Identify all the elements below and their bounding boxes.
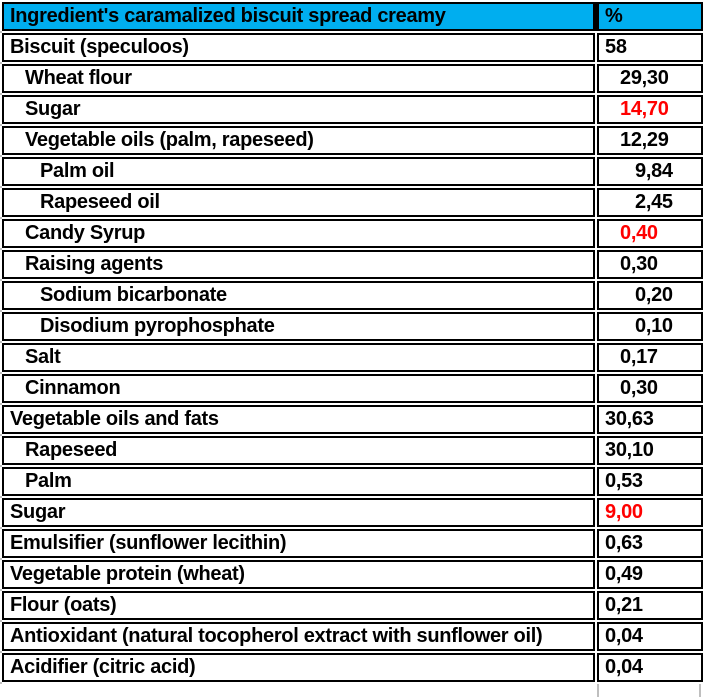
ingredient-cell[interactable]: Vegetable protein (wheat) [2, 560, 595, 589]
percent-cell[interactable]: 14,70 [597, 95, 703, 124]
right-edge-gridline-tail [699, 684, 701, 697]
percent-cell[interactable]: 0,04 [597, 653, 703, 682]
table-row: Salt 0,17 [2, 343, 703, 372]
percent-cell[interactable]: 9,84 [597, 157, 703, 186]
percent-cell[interactable]: 2,45 [597, 188, 703, 217]
table-row: Disodium pyrophosphate 0,10 [2, 312, 703, 341]
ingredient-cell[interactable]: Sodium bicarbonate [2, 281, 595, 310]
percent-cell[interactable]: 0,20 [597, 281, 703, 310]
ingredient-cell[interactable]: Wheat flour [2, 64, 595, 93]
ingredient-header-cell[interactable]: Ingredient's caramalized biscuit spread … [2, 2, 595, 31]
ingredient-cell[interactable]: Sugar [2, 498, 595, 527]
ingredient-cell[interactable]: Acidifier (citric acid) [2, 653, 595, 682]
table-row: Vegetable oils (palm, rapeseed) 12,29 [2, 126, 703, 155]
percent-cell[interactable]: 30,63 [597, 405, 703, 434]
percent-cell[interactable]: 0,40 [597, 219, 703, 248]
ingredient-cell[interactable]: Biscuit (speculoos) [2, 33, 595, 62]
table-row: Flour (oats) 0,21 [2, 591, 703, 620]
table-row: Vegetable oils and fats 30,63 [2, 405, 703, 434]
percent-cell[interactable]: 12,29 [597, 126, 703, 155]
table-row: Vegetable protein (wheat) 0,49 [2, 560, 703, 589]
table-row: Palm 0,53 [2, 467, 703, 496]
percent-cell[interactable]: 0,53 [597, 467, 703, 496]
percent-cell[interactable]: 30,10 [597, 436, 703, 465]
ingredient-cell[interactable]: Rapeseed [2, 436, 595, 465]
table-row: Sodium bicarbonate 0,20 [2, 281, 703, 310]
percent-cell[interactable]: 0,30 [597, 374, 703, 403]
table-row: Candy Syrup 0,40 [2, 219, 703, 248]
table-header-row: Ingredient's caramalized biscuit spread … [2, 2, 703, 31]
ingredient-cell[interactable]: Vegetable oils and fats [2, 405, 595, 434]
ingredient-cell[interactable]: Sugar [2, 95, 595, 124]
percent-cell[interactable]: 29,30 [597, 64, 703, 93]
table-row: Rapeseed oil 2,45 [2, 188, 703, 217]
table-row: Palm oil 9,84 [2, 157, 703, 186]
column-divider-gridline-tail [597, 684, 599, 697]
ingredient-cell[interactable]: Palm oil [2, 157, 595, 186]
table-row: Sugar 14,70 [2, 95, 703, 124]
ingredient-cell[interactable]: Emulsifier (sunflower lecithin) [2, 529, 595, 558]
percent-cell[interactable]: 0,04 [597, 622, 703, 651]
ingredient-cell[interactable]: Disodium pyrophosphate [2, 312, 595, 341]
table-row: Emulsifier (sunflower lecithin) 0,63 [2, 529, 703, 558]
table-row: Wheat flour 29,30 [2, 64, 703, 93]
percent-cell[interactable]: 0,10 [597, 312, 703, 341]
ingredient-cell[interactable]: Antioxidant (natural tocopherol extract … [2, 622, 595, 651]
ingredient-cell[interactable]: Palm [2, 467, 595, 496]
ingredient-cell[interactable]: Raising agents [2, 250, 595, 279]
ingredient-cell[interactable]: Rapeseed oil [2, 188, 595, 217]
table-row: Sugar 9,00 [2, 498, 703, 527]
percent-cell[interactable]: 0,17 [597, 343, 703, 372]
percent-cell[interactable]: 0,49 [597, 560, 703, 589]
ingredient-cell[interactable]: Cinnamon [2, 374, 595, 403]
percent-cell[interactable]: 58 [597, 33, 703, 62]
table-row: Rapeseed 30,10 [2, 436, 703, 465]
left-gridline-ticks [0, 2, 2, 684]
percent-cell[interactable]: 9,00 [597, 498, 703, 527]
table-row: Acidifier (citric acid) 0,04 [2, 653, 703, 682]
percent-cell[interactable]: 0,63 [597, 529, 703, 558]
percent-header-cell[interactable]: % [597, 2, 703, 31]
table-row: Antioxidant (natural tocopherol extract … [2, 622, 703, 651]
percent-cell[interactable]: 0,21 [597, 591, 703, 620]
ingredient-cell[interactable]: Salt [2, 343, 595, 372]
table-row: Raising agents 0,30 [2, 250, 703, 279]
ingredients-table-body: Biscuit (speculoos) 58 Wheat flour 29,30… [2, 33, 703, 682]
ingredient-cell[interactable]: Candy Syrup [2, 219, 595, 248]
table-row: Biscuit (speculoos) 58 [2, 33, 703, 62]
table-row: Cinnamon 0,30 [2, 374, 703, 403]
percent-cell[interactable]: 0,30 [597, 250, 703, 279]
ingredient-cell[interactable]: Flour (oats) [2, 591, 595, 620]
ingredient-cell[interactable]: Vegetable oils (palm, rapeseed) [2, 126, 595, 155]
